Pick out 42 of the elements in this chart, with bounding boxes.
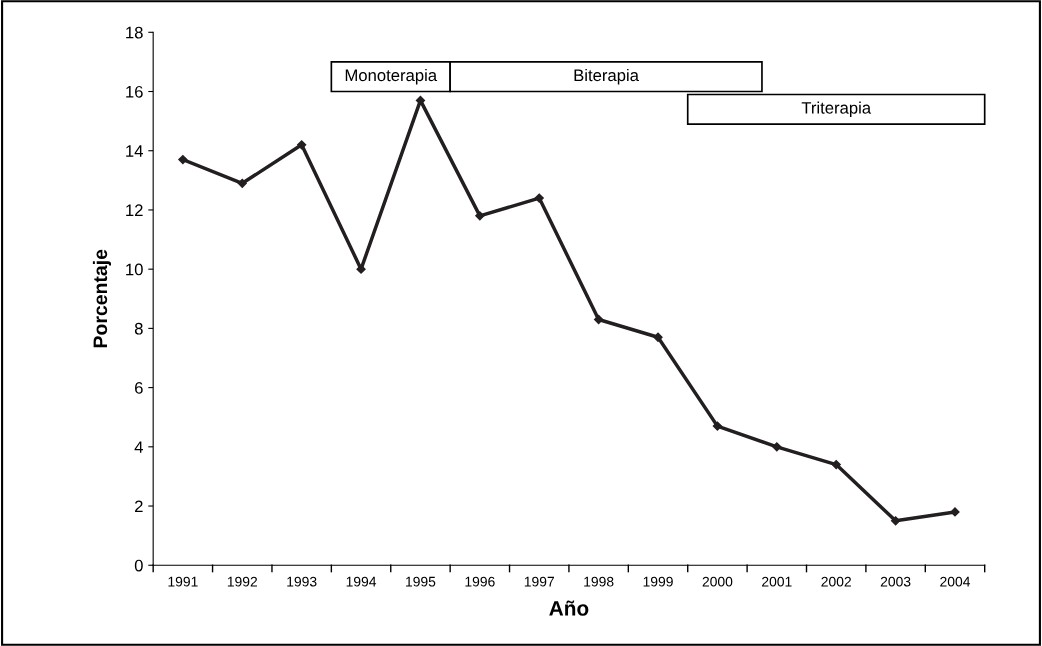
x-tick-label: 1998 <box>584 576 614 587</box>
annotation: Triterapia <box>801 101 872 118</box>
y-tick-label: 4 <box>134 441 143 453</box>
x-tick-label: 2003 <box>880 576 911 587</box>
x-tick-label: 1996 <box>465 576 495 587</box>
point <box>178 154 188 165</box>
y-tick-label: 16 <box>126 85 143 98</box>
x-tick-label: 2002 <box>821 576 851 587</box>
annotation: Monoterapia <box>345 68 438 85</box>
x-tick-label: 2004 <box>940 576 971 587</box>
point <box>653 332 663 342</box>
point <box>415 95 426 106</box>
point <box>237 178 247 188</box>
y-tick-label: 10 <box>126 263 143 276</box>
x-tick-label: 1994 <box>346 576 377 587</box>
x-tick-label: 1993 <box>287 576 317 587</box>
x-axis-title: Año <box>549 600 589 616</box>
y-tick-label: 2 <box>135 500 143 513</box>
y-tick-label: 18 <box>126 26 143 39</box>
annotation: Biterapia <box>574 68 639 85</box>
x-tick-label: 2000 <box>702 576 733 587</box>
x-tick-label: 1995 <box>406 576 436 587</box>
point <box>534 193 544 203</box>
point <box>475 211 485 221</box>
point <box>356 264 366 274</box>
y-tick-label: 8 <box>134 322 143 335</box>
y-tick-label: 6 <box>135 382 143 394</box>
x-tick-label: 1999 <box>643 576 673 587</box>
x-tick-label: 2001 <box>762 576 792 587</box>
point <box>831 459 841 470</box>
point <box>594 314 604 325</box>
point <box>772 442 782 452</box>
x-tick-label: 1991 <box>168 576 198 587</box>
x-tick-label: 1992 <box>227 576 258 587</box>
point <box>297 140 307 150</box>
point <box>890 516 901 526</box>
point <box>712 421 723 431</box>
y-axis-title: Porcentaje <box>92 249 112 348</box>
y-tick-label: 0 <box>134 559 143 572</box>
y-tick-label: 12 <box>126 204 143 216</box>
y-tick-label: 14 <box>126 145 143 157</box>
x-tick-label: 1997 <box>524 576 554 587</box>
